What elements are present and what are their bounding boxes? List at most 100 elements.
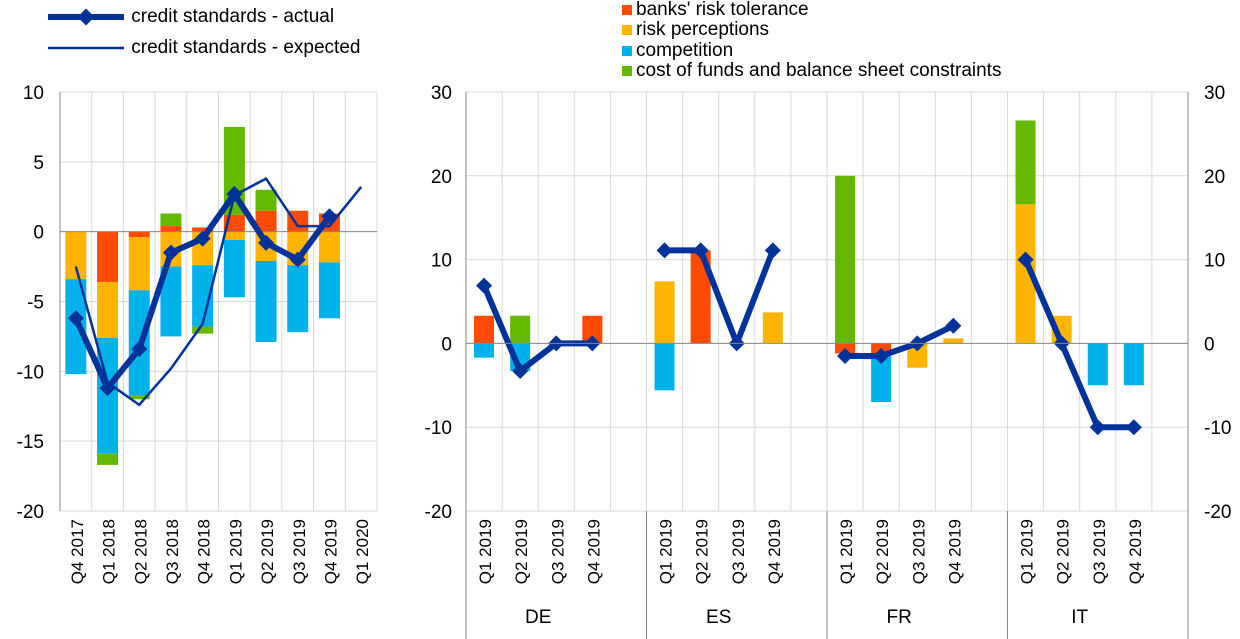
right-y2-tick-label: 20 [1204, 167, 1225, 188]
legend-actual-swatch [48, 8, 124, 26]
left-y-tick-label: 5 [33, 153, 44, 174]
right-risk-perceptions-bar [654, 281, 675, 344]
right-actual-point [837, 347, 854, 364]
legend-left-actual: credit standards - actual [48, 7, 334, 27]
right-y2-tick-label: -10 [1204, 418, 1231, 439]
left-x-tick-label: Q1 2018 [100, 519, 119, 584]
legend-expected-swatch [48, 46, 124, 50]
left-chart: 10 5 0 -5 -10 -15 -20 Q4 2017 Q1 2018 Q2 2018 Q3 2… [17, 83, 378, 584]
right-competition-bar [871, 355, 892, 403]
left-y-tick-label: -10 [17, 362, 44, 383]
left-competition-bar [223, 240, 245, 298]
right-x-tick-label: Q3 2019 [548, 519, 567, 584]
right-actual-point [764, 242, 781, 259]
left-cost-of-funds-bar [255, 189, 277, 211]
left-cost-of-funds-bar [128, 395, 150, 400]
left-competition-bar [287, 265, 309, 333]
right-x-tick-label: Q4 2019 [584, 519, 603, 584]
right-x-tick-label: Q3 2019 [729, 519, 748, 584]
left-competition-bar [160, 266, 182, 337]
right-x-tick-label: Q2 2019 [1054, 519, 1073, 584]
legend-competition-label: competition [636, 40, 734, 61]
right-banks-risk-tolerance-bar [690, 250, 711, 344]
legend-actual-label: credit standards - actual [131, 6, 335, 28]
right-y-tick-label: 0 [441, 334, 452, 355]
legend-right-cost: cost of funds and balance sheet constrai… [622, 61, 1001, 81]
right-actual-point [656, 242, 673, 259]
left-y-tick-label: -20 [17, 502, 44, 523]
right-x-tick-label: Q1 2019 [1018, 519, 1037, 584]
left-y-tick-label: 10 [23, 83, 44, 104]
right-y2-tick-label: 30 [1204, 83, 1225, 104]
left-banks-risk-tolerance-bar [192, 227, 214, 232]
left-risk-perceptions-bar [318, 231, 340, 263]
right-x-tick-label: Q1 2019 [476, 519, 495, 584]
right-banks-risk-tolerance-bar [474, 315, 495, 344]
legend-swatch-perceptions [622, 25, 632, 35]
left-actual-point [226, 185, 243, 202]
left-risk-perceptions-bar [65, 231, 87, 280]
right-cost-of-funds-bar [835, 175, 856, 344]
right-competition-bar [474, 343, 495, 358]
left-actual-point [99, 380, 116, 397]
left-actual-point [162, 244, 179, 261]
left-x-tick-label: Q1 2020 [353, 519, 372, 584]
right-risk-perceptions-bar [907, 343, 928, 368]
right-actual-point [1125, 419, 1142, 436]
left-cost-of-funds-bar [160, 213, 182, 227]
left-competition-bar [192, 265, 214, 327]
left-actual-point [131, 340, 148, 357]
right-x-tick-label: Q4 2019 [765, 519, 784, 584]
legend-swatch-tolerance [622, 5, 632, 15]
left-banks-risk-tolerance-bar [97, 231, 119, 282]
right-actual-line [845, 323, 955, 359]
left-actual-point [67, 310, 84, 327]
right-actual-point [476, 277, 493, 294]
right-actual-point [1089, 419, 1106, 436]
right-actual-point [873, 347, 890, 364]
right-banks-risk-tolerance-bar [582, 315, 603, 344]
legend-swatch-cost [622, 66, 632, 76]
right-x-tick-label: Q1 2019 [837, 519, 856, 584]
right-cost-of-funds-bar [510, 315, 531, 344]
right-competition-bar [1123, 343, 1144, 386]
right-actual-point [692, 242, 709, 259]
left-x-tick-label: Q2 2019 [258, 519, 277, 584]
right-x-tick-label: Q3 2019 [909, 519, 928, 584]
right-y-tick-label: -10 [425, 418, 452, 439]
left-y-tick-label: -5 [27, 293, 44, 314]
left-expected-line [74, 176, 363, 407]
legend-tolerance-label: banks' risk tolerance [636, 0, 809, 20]
right-y-tick-label: -20 [425, 502, 452, 523]
left-banks-risk-tolerance-bar [128, 231, 150, 238]
right-risk-perceptions-bar [762, 312, 783, 344]
left-x-tick-label: Q1 2019 [226, 519, 245, 584]
legend-right-competition: competition [622, 41, 733, 61]
left-banks-risk-tolerance-bar [255, 210, 277, 232]
legend-swatch-competition [622, 46, 632, 56]
legend-expected-label: credit standards - expected [131, 37, 361, 59]
left-actual-point [321, 208, 338, 225]
left-x-tick-label: Q2 2018 [131, 519, 150, 584]
right-x-tick-label: Q3 2019 [1090, 519, 1109, 584]
right-y2-tick-label: 10 [1204, 251, 1225, 272]
right-x-tick-label: Q1 2019 [657, 519, 676, 584]
right-chart: 30 30 20 20 10 10 0 0 -10 -10 -20 -20 Q1 2019 Q2 2019… [425, 83, 1231, 639]
right-group-label: DE [525, 607, 551, 628]
right-competition-bar [654, 343, 675, 391]
left-cost-of-funds-bar [192, 326, 214, 334]
left-x-tick-label: Q3 2019 [290, 519, 309, 584]
right-x-tick-label: Q4 2019 [945, 519, 964, 584]
left-competition-bar [255, 260, 277, 343]
right-risk-perceptions-bar [943, 338, 964, 344]
left-risk-perceptions-bar [223, 231, 245, 241]
left-x-tick-label: Q3 2018 [163, 519, 182, 584]
right-risk-perceptions-bar [1015, 204, 1036, 344]
legend-right-perceptions: risk perceptions [622, 20, 769, 40]
right-group-label: IT [1071, 607, 1088, 628]
right-cost-of-funds-bar [1015, 120, 1036, 205]
right-competition-bar [1087, 343, 1108, 386]
left-actual-point [289, 251, 306, 268]
right-x-tick-label: Q2 2019 [512, 519, 531, 584]
